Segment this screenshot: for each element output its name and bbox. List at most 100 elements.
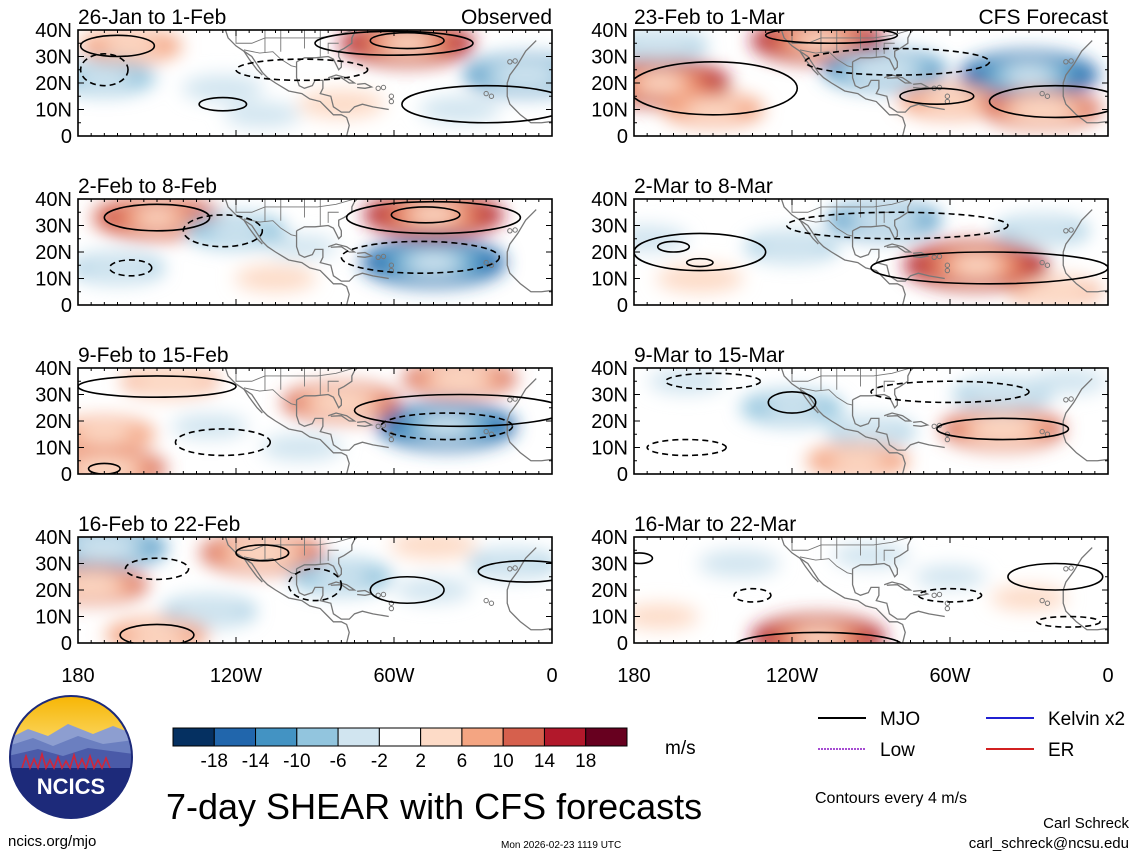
coastline-africa: [1062, 378, 1108, 462]
island: [483, 428, 489, 435]
shear-anomaly-region: [841, 545, 901, 566]
border-line: [799, 49, 853, 68]
mjo-contour-positive: [353, 393, 552, 428]
colorbar-tick-label: -2: [371, 751, 388, 772]
border-line: [883, 380, 895, 392]
legend-label: Kelvin x2: [1048, 709, 1125, 730]
y-tick-label: 0: [617, 464, 628, 486]
mjo-contours: [634, 30, 1108, 119]
colorbar-tick-label: -10: [283, 751, 310, 772]
legend-label: ER: [1048, 740, 1074, 761]
shear-anomaly-region: [999, 587, 1059, 609]
shear-anomaly-region: [135, 208, 179, 227]
panel-date-label: 16-Feb to 22-Feb: [78, 513, 240, 536]
column-header-forecast: CFS Forecast: [978, 6, 1108, 29]
island-cuba: [883, 581, 913, 591]
island: [380, 84, 387, 91]
shear-anomaly-region: [428, 368, 492, 390]
coastline-us-east: [296, 30, 358, 71]
island: [388, 605, 395, 612]
island: [931, 254, 937, 260]
island: [483, 259, 489, 266]
y-tick-label: 40N: [591, 358, 628, 380]
panel-date-label: 2-Feb to 8-Feb: [78, 175, 217, 198]
y-tick-label: 30N: [591, 47, 628, 69]
island-cuba: [327, 74, 357, 84]
island: [936, 591, 943, 598]
mjo-contours: [634, 552, 1104, 643]
coastline-gulf: [851, 399, 945, 451]
author-email[interactable]: carl_schreck@ncsu.edu: [968, 835, 1129, 852]
island: [488, 600, 495, 606]
mjo-contour-negative: [785, 211, 1009, 240]
map-panel: 40N 30N 20N 10N 0 23-Feb to 1-Mar CFS Forecast: [591, 6, 1109, 148]
border-line: [243, 556, 297, 575]
mjo-contour-negative: [870, 380, 1030, 404]
y-tick-label: 20N: [35, 242, 72, 264]
y-tick-label: 30N: [591, 554, 628, 576]
shear-anomaly-region: [829, 450, 887, 472]
contour-note: Contours every 4 m/s: [815, 790, 968, 807]
x-tick-label: 0: [546, 665, 557, 687]
shear-anomaly-region: [278, 439, 325, 456]
border-line: [799, 218, 853, 237]
shear-anomaly-region: [409, 537, 458, 554]
island: [944, 600, 951, 606]
website-link[interactable]: ncics.org/mjo: [8, 833, 97, 850]
border-line: [799, 387, 853, 406]
mjo-contours: [634, 211, 1108, 285]
y-tick-label: 20N: [591, 580, 628, 602]
colorbar-tick-label: 6: [457, 751, 468, 772]
y-tick-label: 10N: [35, 100, 72, 122]
x-tick-label: 0: [1102, 665, 1113, 687]
y-tick-label: 0: [617, 295, 628, 317]
y-tick-label: 0: [61, 633, 72, 655]
x-tick-label: 120W: [210, 665, 262, 687]
y-tick-label: 40N: [35, 358, 72, 380]
island: [1063, 59, 1069, 65]
coastline-gulf: [295, 230, 389, 282]
coastline-africa: [506, 378, 552, 462]
mjo-contour-positive: [936, 417, 1070, 441]
shear-anomaly-region: [91, 258, 144, 278]
colorbar-swatch: [172, 727, 215, 747]
island: [1044, 262, 1051, 268]
shear-anomaly-region: [273, 237, 330, 257]
mjo-contour-positive: [477, 560, 552, 583]
mjo-contour-negative: [235, 58, 369, 82]
timestamp: Mon 2026-02-23 1119 UTC: [501, 840, 622, 851]
mjo-contour-positive: [78, 375, 237, 398]
y-tick-label: 20N: [35, 580, 72, 602]
y-tick-label: 30N: [35, 47, 72, 69]
coastline-us-east: [852, 30, 914, 71]
island: [1068, 58, 1074, 64]
y-tick-label: 0: [61, 295, 72, 317]
y-tick-label: 30N: [35, 385, 72, 407]
map-panel: 40N 30N 20N 10N 0 16-Mar to 22-Mar: [591, 513, 1109, 655]
y-tick-label: 30N: [591, 216, 628, 238]
y-tick-label: 0: [61, 126, 72, 148]
island: [388, 93, 395, 99]
y-tick-label: 30N: [591, 385, 628, 407]
colorbar: -18 -14 -10 -6 -2 2 6 10 14 18: [172, 727, 628, 772]
map-panel: 40N 30N 20N 10N 0 2-Feb to 8-Feb: [35, 175, 553, 317]
x-tick-label: 120W: [766, 665, 818, 687]
island: [388, 98, 395, 105]
shear-anomaly-region: [179, 416, 240, 437]
shear-anomaly-region: [128, 624, 186, 643]
shear-anomaly-region: [922, 567, 978, 587]
colorbar-swatch: [585, 727, 628, 747]
shear-anomaly-region: [83, 460, 126, 474]
island: [1044, 600, 1051, 606]
island: [483, 90, 489, 97]
coastline-gulf: [295, 568, 389, 620]
border-line: [883, 549, 895, 561]
island: [944, 436, 951, 443]
shear-anomaly-region: [436, 101, 483, 118]
mjo-contour-positive: [899, 87, 975, 106]
figure-title: 7-day SHEAR with CFS forecasts: [166, 786, 703, 827]
island-hispaniola: [913, 251, 930, 258]
island: [483, 597, 489, 604]
mjo-contour-negative: [340, 240, 501, 274]
